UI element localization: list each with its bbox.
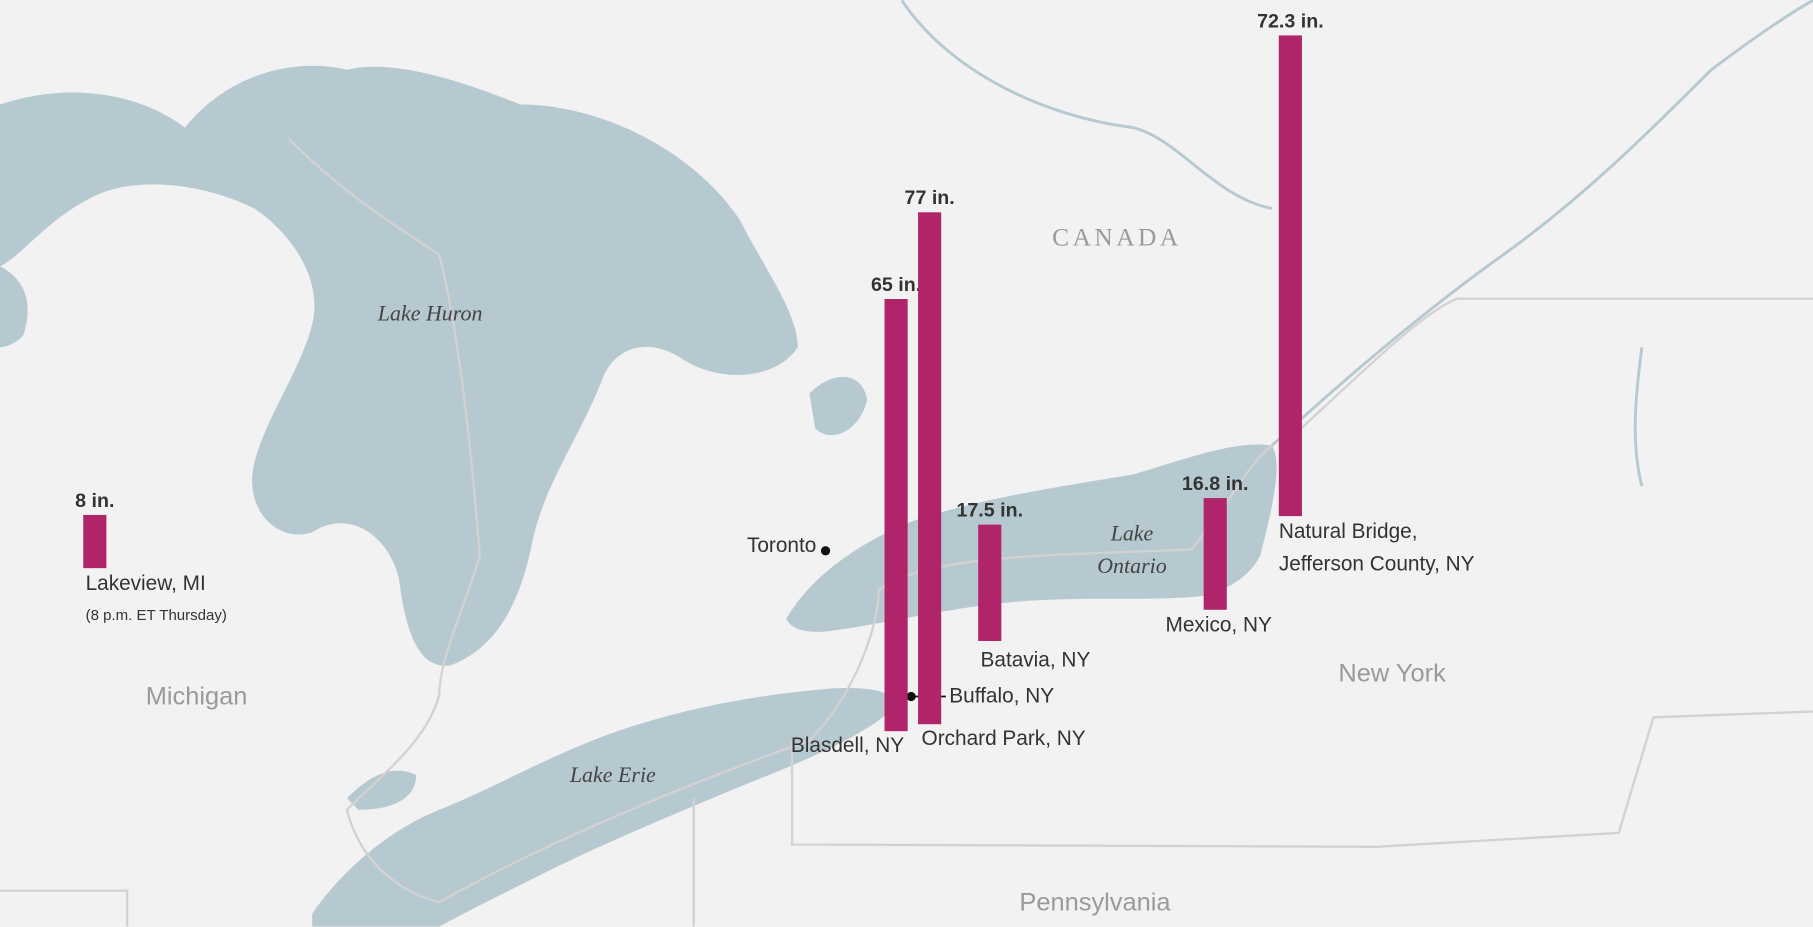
lake-label: Lake Huron [377, 301, 483, 326]
lake-simcoe-shape [809, 376, 868, 436]
location-label: Lakeview, MI [86, 572, 206, 595]
lake-st-clair-shape [346, 770, 417, 810]
lake-huron-shape [0, 65, 798, 666]
map-labels: CANADA Lake Huron Michigan Lake Ontario … [146, 223, 1446, 917]
lake-champlain [1633, 347, 1644, 487]
state-label: Pennsylvania [1019, 888, 1171, 916]
location-label: Mexico, NY [1166, 614, 1272, 637]
snowfall-bar [1278, 35, 1302, 517]
location-label: Orchard Park, NY [922, 727, 1086, 750]
snowfall-bar [83, 514, 107, 569]
lake-label: Lake Erie [569, 762, 656, 787]
borders [0, 138, 1813, 927]
lake-label: Lake [1110, 520, 1154, 545]
lake-michigan-shape [0, 266, 28, 348]
location-label: Jefferson County, NY [1279, 552, 1475, 575]
location-label: Blasdell, NY [791, 734, 904, 757]
country-label: CANADA [1052, 223, 1182, 252]
value-label: 17.5 in. [956, 500, 1023, 522]
city-dot [820, 546, 831, 556]
city-label: Buffalo, NY [949, 684, 1054, 707]
state-label: New York [1338, 659, 1446, 687]
lake-label: Ontario [1097, 553, 1167, 578]
state-label: Michigan [146, 683, 248, 711]
note: (8 p.m. ET Thursday) [86, 607, 227, 624]
snowfall-bar [918, 212, 942, 725]
location-label: Natural Bridge, [1279, 520, 1418, 543]
snowfall-bar [884, 299, 908, 732]
value-label: 16.8 in. [1182, 473, 1249, 495]
lake-erie-shape [312, 688, 894, 927]
value-label: 65 in. [871, 274, 921, 296]
location-label: Batavia, NY [981, 648, 1091, 671]
value-label: 72.3 in. [1257, 10, 1324, 32]
ottawa-river [900, 0, 1273, 210]
snowfall-bar [978, 524, 1002, 641]
st-lawrence-river [1270, 0, 1813, 447]
snowfall-bar [1203, 498, 1227, 610]
lake-ontario-shape [786, 444, 1277, 632]
city-label: Toronto [747, 534, 816, 557]
value-label: 77 in. [905, 187, 955, 209]
value-label: 8 in. [75, 490, 114, 512]
